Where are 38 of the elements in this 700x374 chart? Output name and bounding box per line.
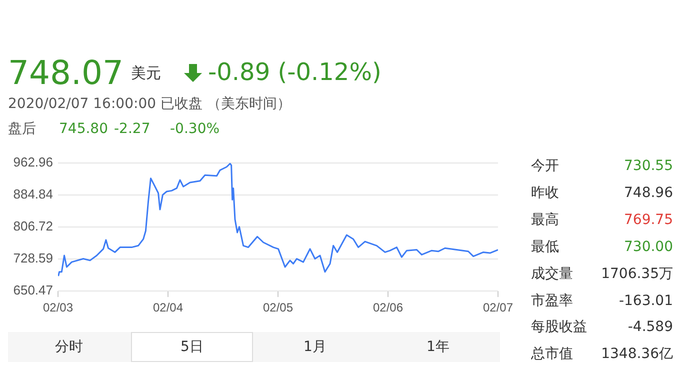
text: 745.80 xyxy=(59,121,108,137)
text: 730.00 xyxy=(624,238,673,255)
x-tick-label: 02/04 xyxy=(152,300,184,315)
text: 成交量 xyxy=(531,266,573,282)
text: 748.07 xyxy=(8,53,124,92)
text: -0.89 (-0.12%) xyxy=(208,58,382,86)
x-tick-label: 02/05 xyxy=(262,300,294,315)
text: -2.27 xyxy=(114,121,150,137)
text: -0.30% xyxy=(170,121,220,137)
y-tick-label: 884.84 xyxy=(13,186,53,202)
text: 市盈率 xyxy=(531,292,573,308)
text: 盘后 xyxy=(8,121,36,137)
text: 最高 xyxy=(531,212,559,228)
text: 1706.35万 xyxy=(601,266,673,282)
y-tick-label: 806.72 xyxy=(13,218,53,234)
text: 最低 xyxy=(531,238,559,255)
text: 2020/02/07 16:00:00 已收盘 （美东时间） xyxy=(8,96,291,112)
y-tick-label: 962.96 xyxy=(13,154,53,170)
text: 美元 xyxy=(131,64,161,82)
text: 每股收益 xyxy=(531,319,587,336)
text: 1348.36亿 xyxy=(601,346,673,362)
text: 昨收 xyxy=(531,184,559,201)
text: -4.589 xyxy=(628,319,673,336)
text: 分时 xyxy=(55,339,83,355)
y-tick-label: 650.47 xyxy=(13,282,53,298)
x-tick-label: 02/07 xyxy=(482,300,514,315)
text: 769.75 xyxy=(624,212,673,228)
text: 1年 xyxy=(426,339,450,355)
text: 5日 xyxy=(180,339,204,355)
text: 今开 xyxy=(531,158,559,174)
text: -163.01 xyxy=(618,292,673,308)
text: 总市值 xyxy=(531,346,573,362)
x-tick-label: 02/03 xyxy=(42,300,74,315)
text: 730.55 xyxy=(624,158,673,174)
text: 748.96 xyxy=(624,184,673,201)
text: 1月 xyxy=(304,339,326,355)
y-tick-label: 728.59 xyxy=(13,250,53,266)
x-tick-label: 02/06 xyxy=(372,300,404,315)
